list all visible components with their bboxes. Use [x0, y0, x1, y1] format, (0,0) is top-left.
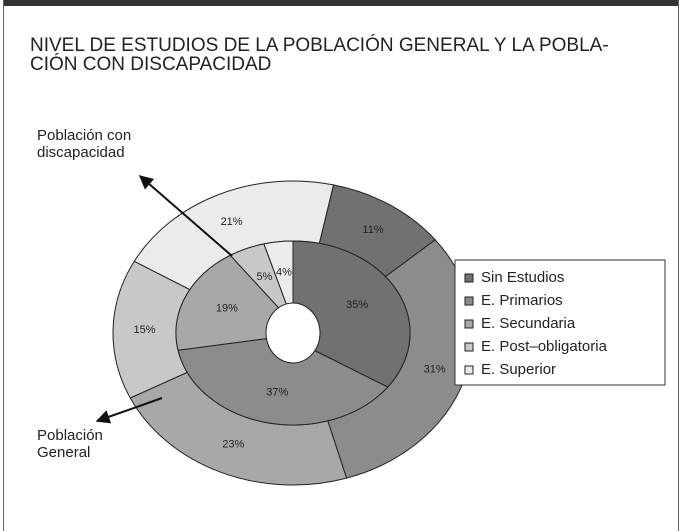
chart-title: NIVEL DE ESTUDIOS DE LA POBLACIÓN GENERA… [30, 34, 609, 56]
legend-swatch [464, 296, 474, 306]
legend-box [454, 259, 666, 386]
legend-label: E. Post–obligatoria [481, 338, 608, 355]
legend-swatch [464, 319, 474, 329]
data-label: 37% [266, 386, 288, 398]
annotation: Población con discapacidad [37, 127, 132, 161]
legend-label: Sin Estudios [481, 269, 564, 286]
legend-swatch [464, 342, 474, 352]
ring-segment [175, 254, 280, 351]
ring-segment [177, 338, 389, 426]
top-bar [3, 0, 679, 6]
data-label: 19% [216, 303, 238, 315]
arrow [95, 397, 163, 424]
data-label: 15% [134, 324, 156, 336]
legend-swatch [464, 365, 474, 375]
legend-label: E. Superior [481, 361, 556, 378]
data-label: 4% [276, 266, 292, 278]
data-label: 11% [362, 224, 383, 236]
data-label: 31% [424, 364, 446, 376]
ring-segment [263, 240, 294, 305]
legend-label: E. Primarios [481, 292, 563, 309]
arrow [138, 175, 233, 257]
data-label: 35% [346, 299, 368, 311]
annotation: Población General [37, 427, 103, 461]
ring-segment [292, 240, 411, 388]
legend-label: E. Secundaria [481, 315, 576, 332]
data-label: 21% [221, 216, 243, 228]
legend-swatch [464, 273, 474, 283]
data-label: 5% [256, 271, 272, 283]
data-label: 23% [222, 439, 244, 451]
chart-title: CIÓN CON DISCAPACIDAD [30, 53, 271, 75]
